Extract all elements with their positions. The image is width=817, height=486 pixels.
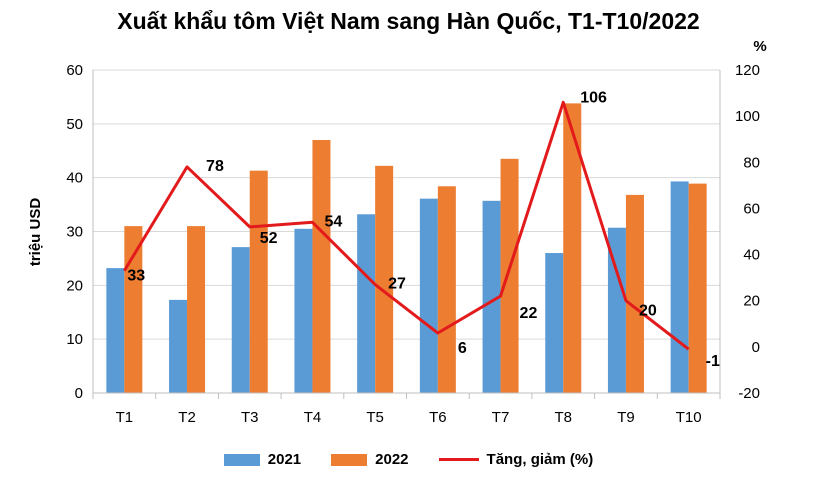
y2-tick-label: 40 bbox=[743, 247, 760, 264]
y2-axis-label: % bbox=[753, 38, 766, 55]
percent-data-label: 6 bbox=[458, 340, 467, 357]
legend-item-2021: 2021 bbox=[223, 451, 302, 468]
legend-label-percent: Tăng, giảm (%) bbox=[486, 451, 594, 468]
legend: 2021 2022 Tăng, giảm (%) bbox=[0, 451, 817, 468]
bar-2022 bbox=[124, 226, 143, 393]
percent-data-label: -1 bbox=[706, 353, 720, 370]
bar-2022 bbox=[375, 165, 394, 393]
percent-line bbox=[123, 100, 690, 351]
y-tick-label: 20 bbox=[66, 277, 83, 294]
percent-data-label: 106 bbox=[580, 89, 607, 106]
legend-label-2022: 2022 bbox=[375, 451, 409, 468]
bar-2021 bbox=[294, 228, 313, 393]
bar-2021 bbox=[357, 214, 376, 393]
bar-series bbox=[106, 103, 707, 394]
legend-item-2022: 2022 bbox=[331, 451, 409, 468]
bar-2021 bbox=[545, 253, 564, 393]
legend-item-percent: Tăng, giảm (%) bbox=[438, 451, 594, 468]
bar-2021 bbox=[670, 181, 689, 393]
legend-swatch-2022 bbox=[331, 453, 368, 466]
bar-2021 bbox=[482, 200, 501, 393]
y-tick-label: 10 bbox=[66, 331, 83, 348]
y-axis-label: triệu USD bbox=[27, 198, 44, 267]
percent-data-label: 78 bbox=[206, 158, 224, 175]
x-tick-label: T9 bbox=[617, 409, 635, 426]
y2-tick-label: 80 bbox=[743, 154, 760, 171]
bar-2022 bbox=[625, 194, 644, 393]
x-tick-label: T4 bbox=[304, 409, 322, 426]
bar-2021 bbox=[607, 227, 626, 393]
bar-2022 bbox=[688, 183, 707, 393]
bar-2022 bbox=[437, 186, 456, 393]
percent-data-label: 33 bbox=[127, 268, 145, 285]
y-tick-label: 40 bbox=[66, 170, 83, 187]
bar-2022 bbox=[563, 103, 582, 394]
y2-tick-label: 0 bbox=[752, 339, 760, 356]
x-tick-label: T8 bbox=[554, 409, 572, 426]
legend-label-2021: 2021 bbox=[267, 451, 302, 468]
bar-2022 bbox=[312, 139, 331, 393]
percent-data-label: 54 bbox=[324, 213, 342, 230]
bar-2022 bbox=[249, 170, 268, 393]
legend-swatch-2021 bbox=[223, 453, 260, 466]
bar-2021 bbox=[106, 268, 125, 393]
chart-title: Xuất khẩu tôm Việt Nam sang Hàn Quốc, T1… bbox=[117, 8, 700, 34]
x-tick-label: T1 bbox=[116, 409, 134, 426]
legend-swatch-percent bbox=[438, 458, 479, 461]
y2-tick-label: -20 bbox=[738, 385, 760, 402]
y-tick-label: 30 bbox=[66, 224, 83, 241]
x-tick-label: T7 bbox=[492, 409, 510, 426]
bar-2021 bbox=[231, 247, 250, 393]
bar-2021 bbox=[169, 299, 188, 393]
y-tick-label: 50 bbox=[66, 116, 83, 133]
y-tick-label: 0 bbox=[75, 385, 83, 402]
x-tick-label: T6 bbox=[429, 409, 447, 426]
x-tick-label: T5 bbox=[366, 409, 384, 426]
percent-data-label: 20 bbox=[639, 303, 657, 320]
y2-tick-label: 20 bbox=[743, 293, 760, 310]
percent-line-series bbox=[123, 100, 690, 351]
axes: 0 10 20 30 40 50 60 -20 0 20 40 60 80 100 120 T1 T2 T3 T4 T… bbox=[66, 62, 760, 426]
data-labels: 33 78 52 54 27 6 22 106 20 -1 bbox=[127, 89, 720, 370]
y2-tick-label: 100 bbox=[735, 108, 760, 125]
y-tick-label: 60 bbox=[66, 62, 83, 79]
y2-tick-label: 120 bbox=[735, 62, 760, 79]
percent-data-label: 52 bbox=[260, 230, 278, 247]
bar-2022 bbox=[500, 158, 519, 393]
bar-2022 bbox=[187, 226, 206, 393]
y2-tick-label: 60 bbox=[743, 200, 760, 217]
x-tick-label: T10 bbox=[676, 409, 702, 426]
percent-data-label: 22 bbox=[520, 305, 538, 322]
percent-data-label: 27 bbox=[388, 276, 406, 293]
x-tick-label: T3 bbox=[241, 409, 259, 426]
x-tick-label: T2 bbox=[178, 409, 196, 426]
bar-2021 bbox=[419, 198, 438, 393]
